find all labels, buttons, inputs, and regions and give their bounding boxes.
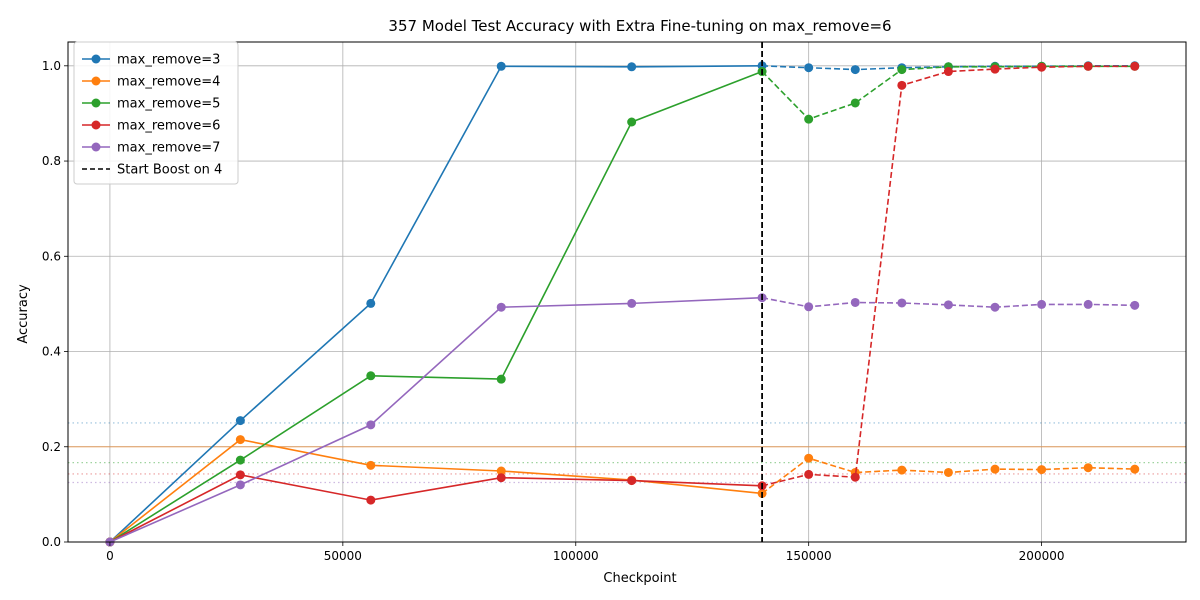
series-line-dashed [761, 296, 1135, 309]
data-point-boost [850, 472, 860, 482]
series-line-solid [109, 438, 763, 543]
plot-frame [67, 41, 1187, 543]
legend-label: max_remove=7 [117, 141, 220, 156]
data-point-boost [1037, 465, 1047, 475]
data-point-boost [804, 63, 814, 73]
series-line-solid [109, 70, 763, 543]
y-tick-label: 0.6 [42, 249, 61, 263]
legend-label: max_remove=3 [117, 53, 220, 68]
legend-marker [91, 120, 101, 130]
data-point-boost [897, 80, 907, 90]
series-line-solid [109, 296, 763, 543]
y-axis-label: Accuracy [16, 284, 31, 344]
legend-item: max_remove=3 [82, 53, 220, 68]
data-point [366, 371, 376, 381]
data-point-boost [1130, 61, 1140, 71]
legend-label: max_remove=6 [117, 119, 220, 134]
legend-marker [91, 54, 101, 64]
legend-marker [91, 142, 101, 152]
y-tick-label: 0.8 [42, 154, 61, 168]
data-point [496, 374, 506, 384]
legend: max_remove=3 max_remove=4 max_remove=5 max_… [73, 41, 239, 185]
data-point-boost [897, 65, 907, 75]
data-point-boost [1130, 300, 1140, 310]
data-point-boost [1083, 463, 1093, 473]
data-point-boost [990, 64, 1000, 74]
data-point-boost [804, 469, 814, 479]
data-point [366, 298, 376, 308]
data-point [627, 476, 637, 486]
data-point [496, 466, 506, 476]
data-point [366, 495, 376, 505]
data-point [496, 302, 506, 312]
y-tick-label: 0.4 [42, 345, 61, 359]
x-tick-label: 100000 [553, 549, 599, 563]
chart-title: 357 Model Test Accuracy with Extra Fine-… [388, 17, 891, 36]
data-point-boost [897, 298, 907, 308]
series-line-solid [109, 474, 763, 543]
legend-marker [91, 98, 101, 108]
data-point [627, 62, 637, 72]
data-point-boost [1083, 61, 1093, 71]
data-point [366, 420, 376, 430]
legend-marker [91, 76, 101, 86]
data-point-boost [943, 67, 953, 77]
data-point-boost [804, 453, 814, 463]
series-max-remove-7 [105, 293, 1140, 547]
x-tick-label: 150000 [786, 549, 832, 563]
series-line-dashed [761, 65, 1135, 487]
series-layer [105, 61, 1140, 547]
data-point-boost [850, 297, 860, 307]
data-point [627, 298, 637, 308]
x-tick-label: 50000 [324, 549, 362, 563]
legend-label: max_remove=5 [117, 97, 220, 112]
data-point-boost [850, 65, 860, 75]
data-point-boost [990, 464, 1000, 474]
y-tick-label: 0.2 [42, 440, 61, 454]
legend-item: max_remove=4 [82, 75, 220, 90]
data-point [235, 455, 245, 465]
legend-label: max_remove=4 [117, 75, 220, 90]
y-axis-ticks: 0.0 0.2 0.4 0.6 0.8 1.0 [42, 59, 68, 549]
data-point-boost [943, 467, 953, 477]
data-point-boost [943, 300, 953, 310]
x-axis-ticks: 0 50000 100000 150000 200000 [106, 542, 1064, 563]
x-axis-label: Checkpoint [603, 571, 676, 586]
data-point-boost [1130, 464, 1140, 474]
legend-item: max_remove=7 [82, 141, 220, 156]
data-point-boost [1037, 62, 1047, 72]
data-point-boost [804, 302, 814, 312]
data-point-boost [1037, 299, 1047, 309]
series-line-solid [109, 65, 763, 543]
data-point-boost [1083, 299, 1093, 309]
data-point-boost [897, 465, 907, 475]
data-point [235, 470, 245, 480]
data-point [235, 435, 245, 445]
legend-label: Start Boost on 4 [117, 163, 222, 178]
legend-item: max_remove=5 [82, 97, 220, 112]
data-point-boost [850, 98, 860, 108]
data-point [235, 480, 245, 490]
baseline-lines [68, 422, 1186, 484]
legend-item: Start Boost on 4 [82, 163, 222, 178]
legend-box [73, 41, 239, 185]
data-point [496, 61, 506, 71]
x-tick-label: 0 [106, 549, 114, 563]
data-point [496, 473, 506, 483]
data-point [235, 416, 245, 426]
legend-item: max_remove=6 [82, 119, 220, 134]
x-tick-label: 200000 [1019, 549, 1065, 563]
data-point-boost [804, 114, 814, 124]
data-point-boost [990, 302, 1000, 312]
y-tick-label: 1.0 [42, 59, 61, 73]
data-point [627, 117, 637, 127]
data-point [366, 460, 376, 470]
y-tick-label: 0.0 [42, 535, 61, 549]
